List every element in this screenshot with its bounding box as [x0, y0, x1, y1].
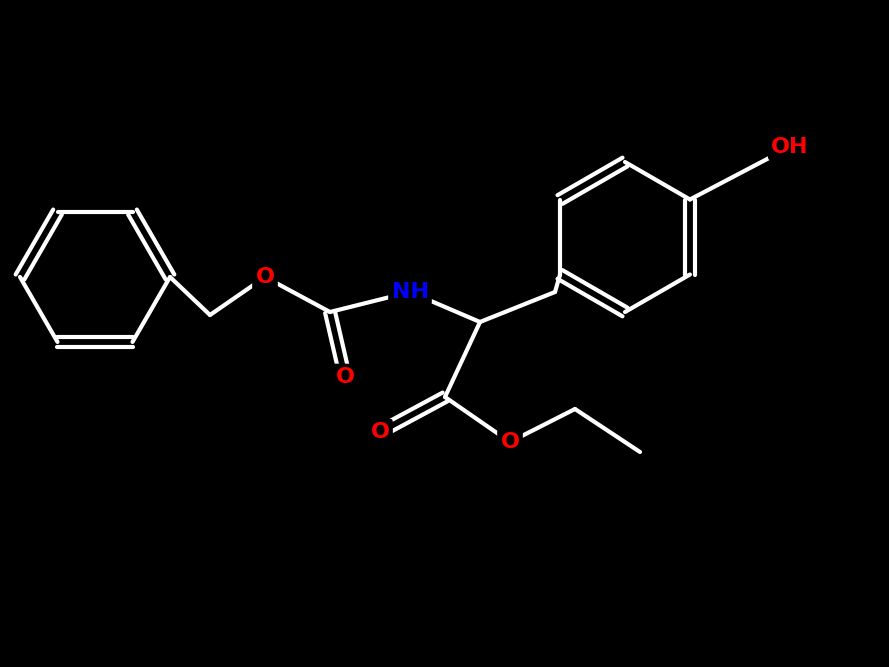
- Text: OH: OH: [772, 137, 809, 157]
- Text: NH: NH: [391, 282, 428, 302]
- Text: O: O: [371, 422, 389, 442]
- Text: O: O: [255, 267, 275, 287]
- Text: O: O: [501, 432, 519, 452]
- Text: O: O: [335, 367, 355, 387]
